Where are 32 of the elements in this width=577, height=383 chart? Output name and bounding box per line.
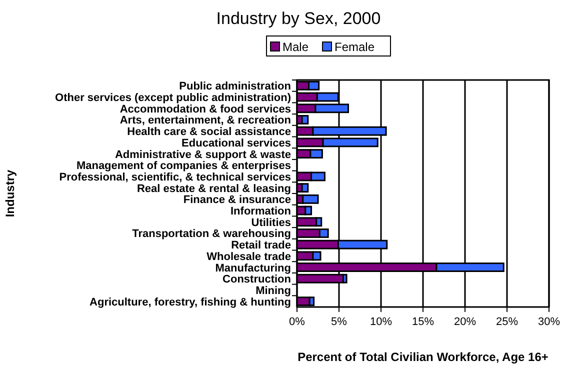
y-tick-label: Transportation & warehousing — [132, 228, 291, 240]
y-axis-title: Industry — [3, 170, 17, 218]
x-tick-label: 15% — [412, 316, 434, 328]
y-tick-label: Wholesale trade — [206, 250, 291, 263]
y-tick-label: Public administration — [179, 80, 292, 93]
x-tick-label: 30% — [538, 316, 560, 328]
legend-label: Male — [282, 40, 309, 54]
y-tick-label: Management of companies & enterprises — [76, 160, 291, 172]
y-tick-label: Retail trade — [231, 240, 291, 252]
y-tick-label: Educational services — [182, 137, 291, 150]
x-tick-label: 20% — [454, 316, 476, 328]
legend-label: Female — [334, 40, 375, 54]
y-tick-label: Other services (except public administration) — [55, 92, 292, 104]
y-tick-label: Construction — [222, 274, 292, 286]
y-tick-label: Mining — [256, 284, 291, 297]
x-tick-label: 25% — [496, 316, 518, 328]
x-tick-label: 0% — [289, 316, 306, 328]
x-tick-label: 5% — [331, 316, 348, 328]
x-axis-title: Percent of Total Civilian Workforce, Age 16+ — [298, 350, 548, 364]
y-tick-label: Finance & insurance — [183, 194, 291, 206]
y-tick-label: Utilities — [251, 216, 291, 229]
chart-title: Industry by Sex, 2000 — [216, 9, 381, 28]
y-tick-label: Health care & social assistance — [127, 126, 291, 138]
y-tick-label: Accommodation & food services — [120, 103, 291, 116]
x-tick-label: 10% — [370, 316, 392, 328]
y-tick-label: Real estate & rental & leasing — [136, 182, 291, 195]
y-tick-label: Information — [230, 206, 292, 218]
y-tick-label: Professional, scientific, & technical services — [59, 171, 291, 184]
y-tick-label: Administrative & support & waste — [114, 148, 291, 161]
y-tick-label: Arts, entertainment, & recreation — [120, 114, 292, 127]
y-tick-label: Agriculture, forestry, fishing & hunting — [90, 296, 291, 308]
y-tick-label: Manufacturing — [215, 262, 291, 274]
